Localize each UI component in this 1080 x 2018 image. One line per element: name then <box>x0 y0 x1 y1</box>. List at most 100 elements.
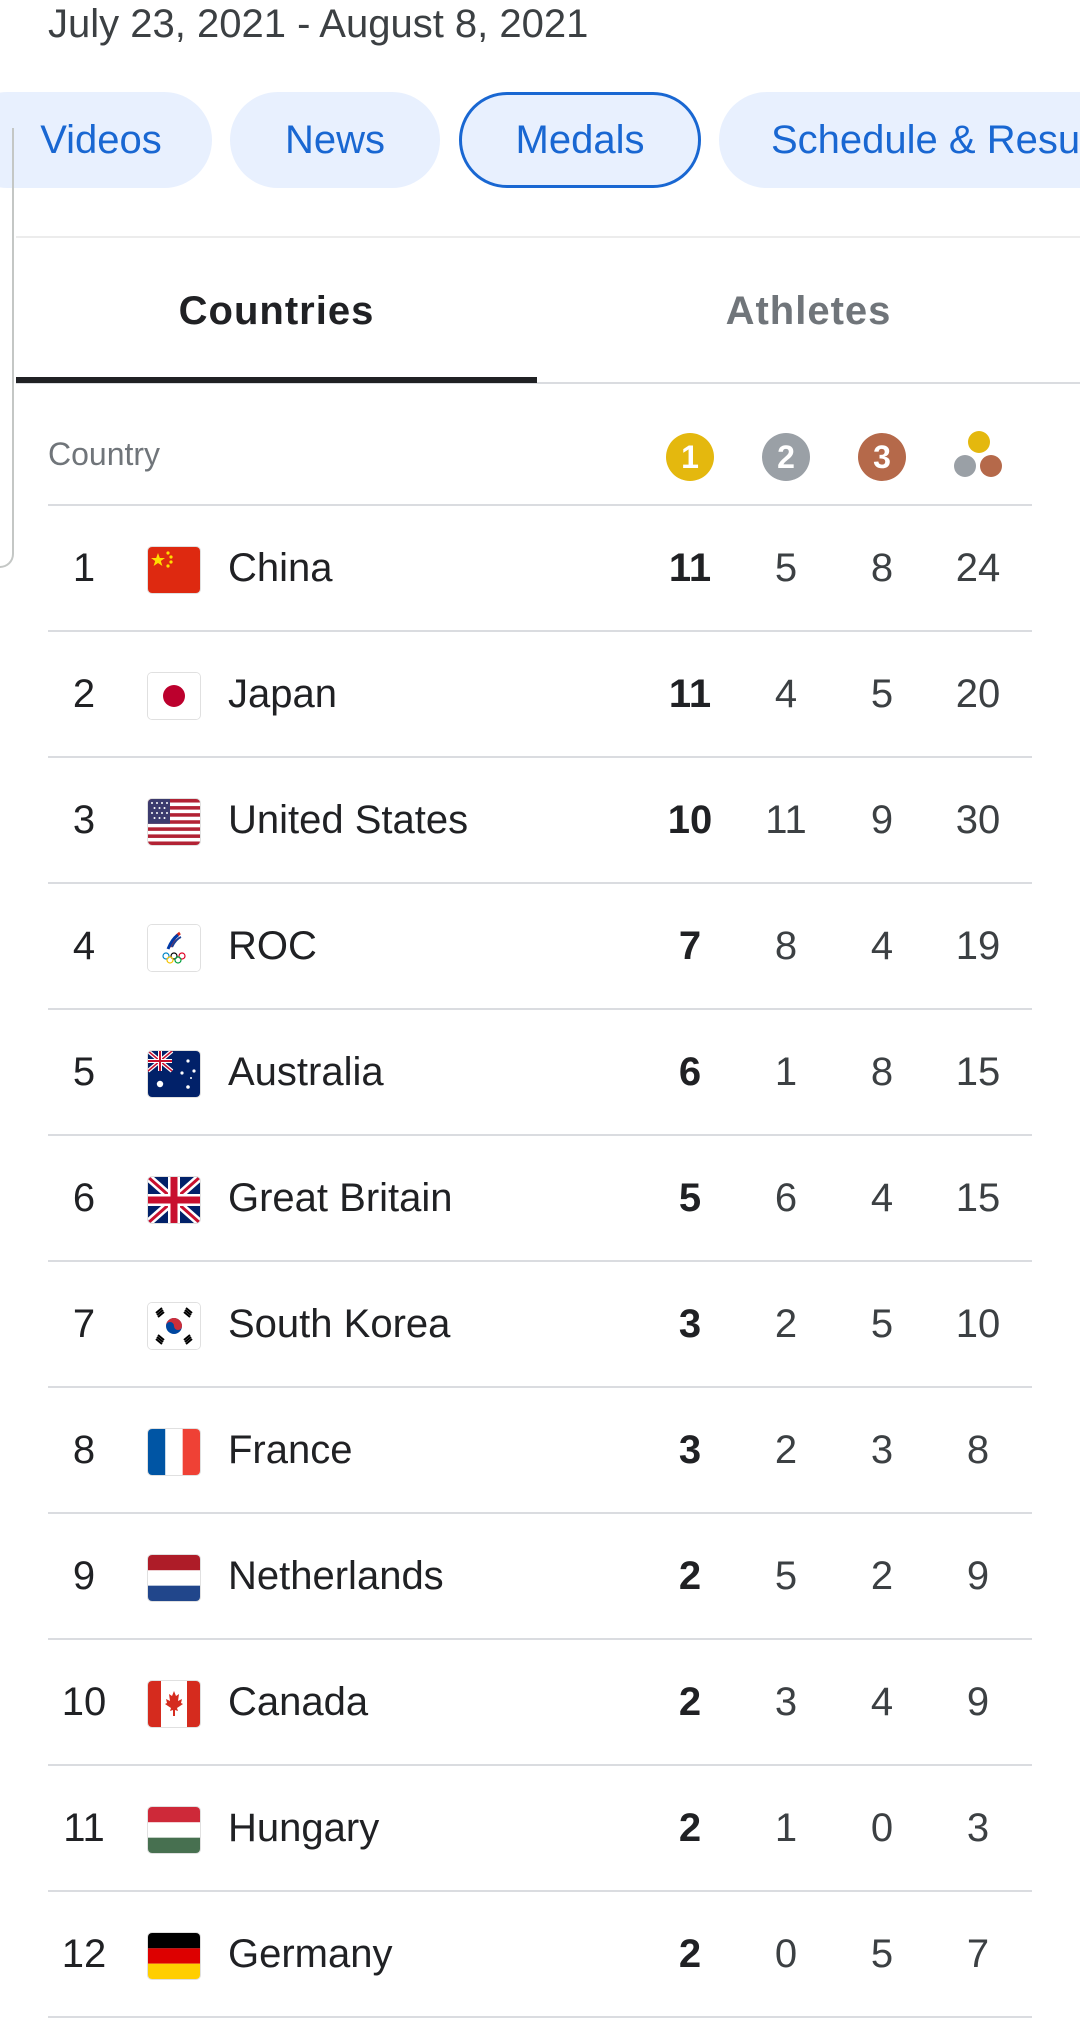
chip-news[interactable]: News <box>230 92 440 188</box>
great-britain-flag-icon <box>148 1177 200 1223</box>
gold-count: 11 <box>668 672 712 716</box>
country-column-header: Country <box>48 436 161 472</box>
bronze-count: 3 <box>870 1428 894 1472</box>
table-row[interactable]: 1 China 11 5 8 24 <box>48 506 1032 632</box>
active-tab-indicator <box>16 377 537 383</box>
gold-medal-icon: 1 <box>666 433 714 481</box>
chip-videos[interactable]: Videos <box>0 92 212 188</box>
chip-medals[interactable]: Medals <box>459 92 701 188</box>
table-row[interactable]: 8 France 3 2 3 8 <box>48 1388 1032 1514</box>
japan-flag-icon <box>148 673 200 719</box>
gold-count: 2 <box>678 1806 702 1850</box>
total-count: 9 <box>966 1554 990 1598</box>
country-name: Hungary <box>228 1806 380 1850</box>
tab-athletes[interactable]: Athletes <box>725 289 892 333</box>
table-body: 1 China 11 5 8 24 2 Japan 11 4 5 20 3 United States 10… <box>48 506 1032 2018</box>
total-count: 15 <box>955 1050 1001 1094</box>
rank: 6 <box>72 1176 96 1220</box>
bronze-count: 5 <box>870 1302 894 1346</box>
south-korea-flag-icon <box>148 1303 200 1349</box>
gold-count: 2 <box>678 1554 702 1598</box>
total-count: 15 <box>955 1176 1001 1220</box>
gold-count: 7 <box>678 924 702 968</box>
silver-count: 2 <box>774 1428 798 1472</box>
table-row[interactable]: 10 Canada 2 3 4 9 <box>48 1640 1032 1766</box>
bronze-count: 5 <box>870 1932 894 1976</box>
divider <box>16 236 1080 238</box>
tab-divider <box>16 382 1080 384</box>
table-row[interactable]: 12 Germany 2 0 5 7 <box>48 1892 1032 2018</box>
chip-bar: Videos News Medals Schedule & Resu <box>0 92 1080 188</box>
netherlands-flag-icon <box>148 1555 200 1601</box>
date-range: July 23, 2021 - August 8, 2021 <box>48 2 589 46</box>
table-row[interactable]: 5 Australia 6 1 8 15 <box>48 1010 1032 1136</box>
rank: 12 <box>61 1932 107 1976</box>
total-count: 10 <box>955 1302 1001 1346</box>
total-medals-icon <box>954 431 1004 483</box>
rank: 9 <box>72 1554 96 1598</box>
silver-count: 2 <box>774 1302 798 1346</box>
chip-label: Schedule & Resu <box>771 118 1080 162</box>
silver-count: 3 <box>774 1680 798 1724</box>
table-row[interactable]: 3 United States 10 11 9 30 <box>48 758 1032 884</box>
table-header: Country 1 2 3 <box>48 404 1032 506</box>
country-name: Netherlands <box>228 1554 444 1598</box>
country-name: Germany <box>228 1932 393 1976</box>
country-name: China <box>228 546 333 590</box>
country-name: South Korea <box>228 1302 451 1346</box>
gold-count: 2 <box>678 1680 702 1724</box>
china-flag-icon <box>148 547 200 593</box>
table-row[interactable]: 11 Hungary 2 1 0 3 <box>48 1766 1032 1892</box>
rank: 10 <box>61 1680 107 1724</box>
bronze-count: 9 <box>870 798 894 842</box>
table-row[interactable]: 6 Great Britain 5 6 4 15 <box>48 1136 1032 1262</box>
total-count: 24 <box>955 546 1001 590</box>
gold-count: 3 <box>678 1302 702 1346</box>
total-count: 9 <box>966 1680 990 1724</box>
country-name: Australia <box>228 1050 384 1094</box>
gold-count: 10 <box>667 798 713 842</box>
total-count: 3 <box>966 1806 990 1850</box>
rank: 7 <box>72 1302 96 1346</box>
rank: 5 <box>72 1050 96 1094</box>
united-states-flag-icon <box>148 799 200 845</box>
silver-count: 5 <box>774 1554 798 1598</box>
chip-label: Videos <box>40 118 162 162</box>
country-name: Japan <box>228 672 337 716</box>
country-name: Canada <box>228 1680 369 1724</box>
germany-flag-icon <box>148 1933 200 1979</box>
country-name: United States <box>228 798 469 842</box>
bronze-count: 8 <box>870 546 894 590</box>
total-count: 20 <box>955 672 1001 716</box>
rank: 4 <box>72 924 96 968</box>
table-row[interactable]: 7 South Korea 3 2 5 10 <box>48 1262 1032 1388</box>
chip-label: News <box>284 118 386 162</box>
bronze-count: 4 <box>870 1176 894 1220</box>
total-count: 8 <box>966 1428 990 1472</box>
hungary-flag-icon <box>148 1807 200 1853</box>
country-name: Great Britain <box>228 1176 453 1220</box>
bronze-count: 2 <box>870 1554 894 1598</box>
bronze-count: 5 <box>870 672 894 716</box>
medal-table: Country 1 2 3 1 China 11 5 8 24 2 Japan 11 4 5 20 3 U… <box>48 404 1032 2018</box>
bronze-count: 4 <box>870 924 894 968</box>
canada-flag-icon <box>148 1681 200 1727</box>
silver-count: 11 <box>765 798 807 842</box>
bronze-medal-icon: 3 <box>858 433 906 481</box>
silver-count: 0 <box>774 1932 798 1976</box>
table-row[interactable]: 9 Netherlands 2 5 2 9 <box>48 1514 1032 1640</box>
silver-count: 1 <box>774 1806 798 1850</box>
table-row[interactable]: 4 ROC 7 8 4 19 <box>48 884 1032 1010</box>
rank: 2 <box>72 672 96 716</box>
chip-schedule-results[interactable]: Schedule & Resu <box>719 92 1080 188</box>
rank: 8 <box>72 1428 96 1472</box>
total-count: 7 <box>966 1932 990 1976</box>
chip-label: Medals <box>515 118 645 162</box>
australia-flag-icon <box>148 1051 200 1097</box>
table-row[interactable]: 2 Japan 11 4 5 20 <box>48 632 1032 758</box>
silver-count: 1 <box>774 1050 798 1094</box>
gold-count: 11 <box>668 546 712 590</box>
gold-count: 3 <box>678 1428 702 1472</box>
tab-countries[interactable]: Countries <box>178 289 375 333</box>
gold-count: 2 <box>678 1932 702 1976</box>
